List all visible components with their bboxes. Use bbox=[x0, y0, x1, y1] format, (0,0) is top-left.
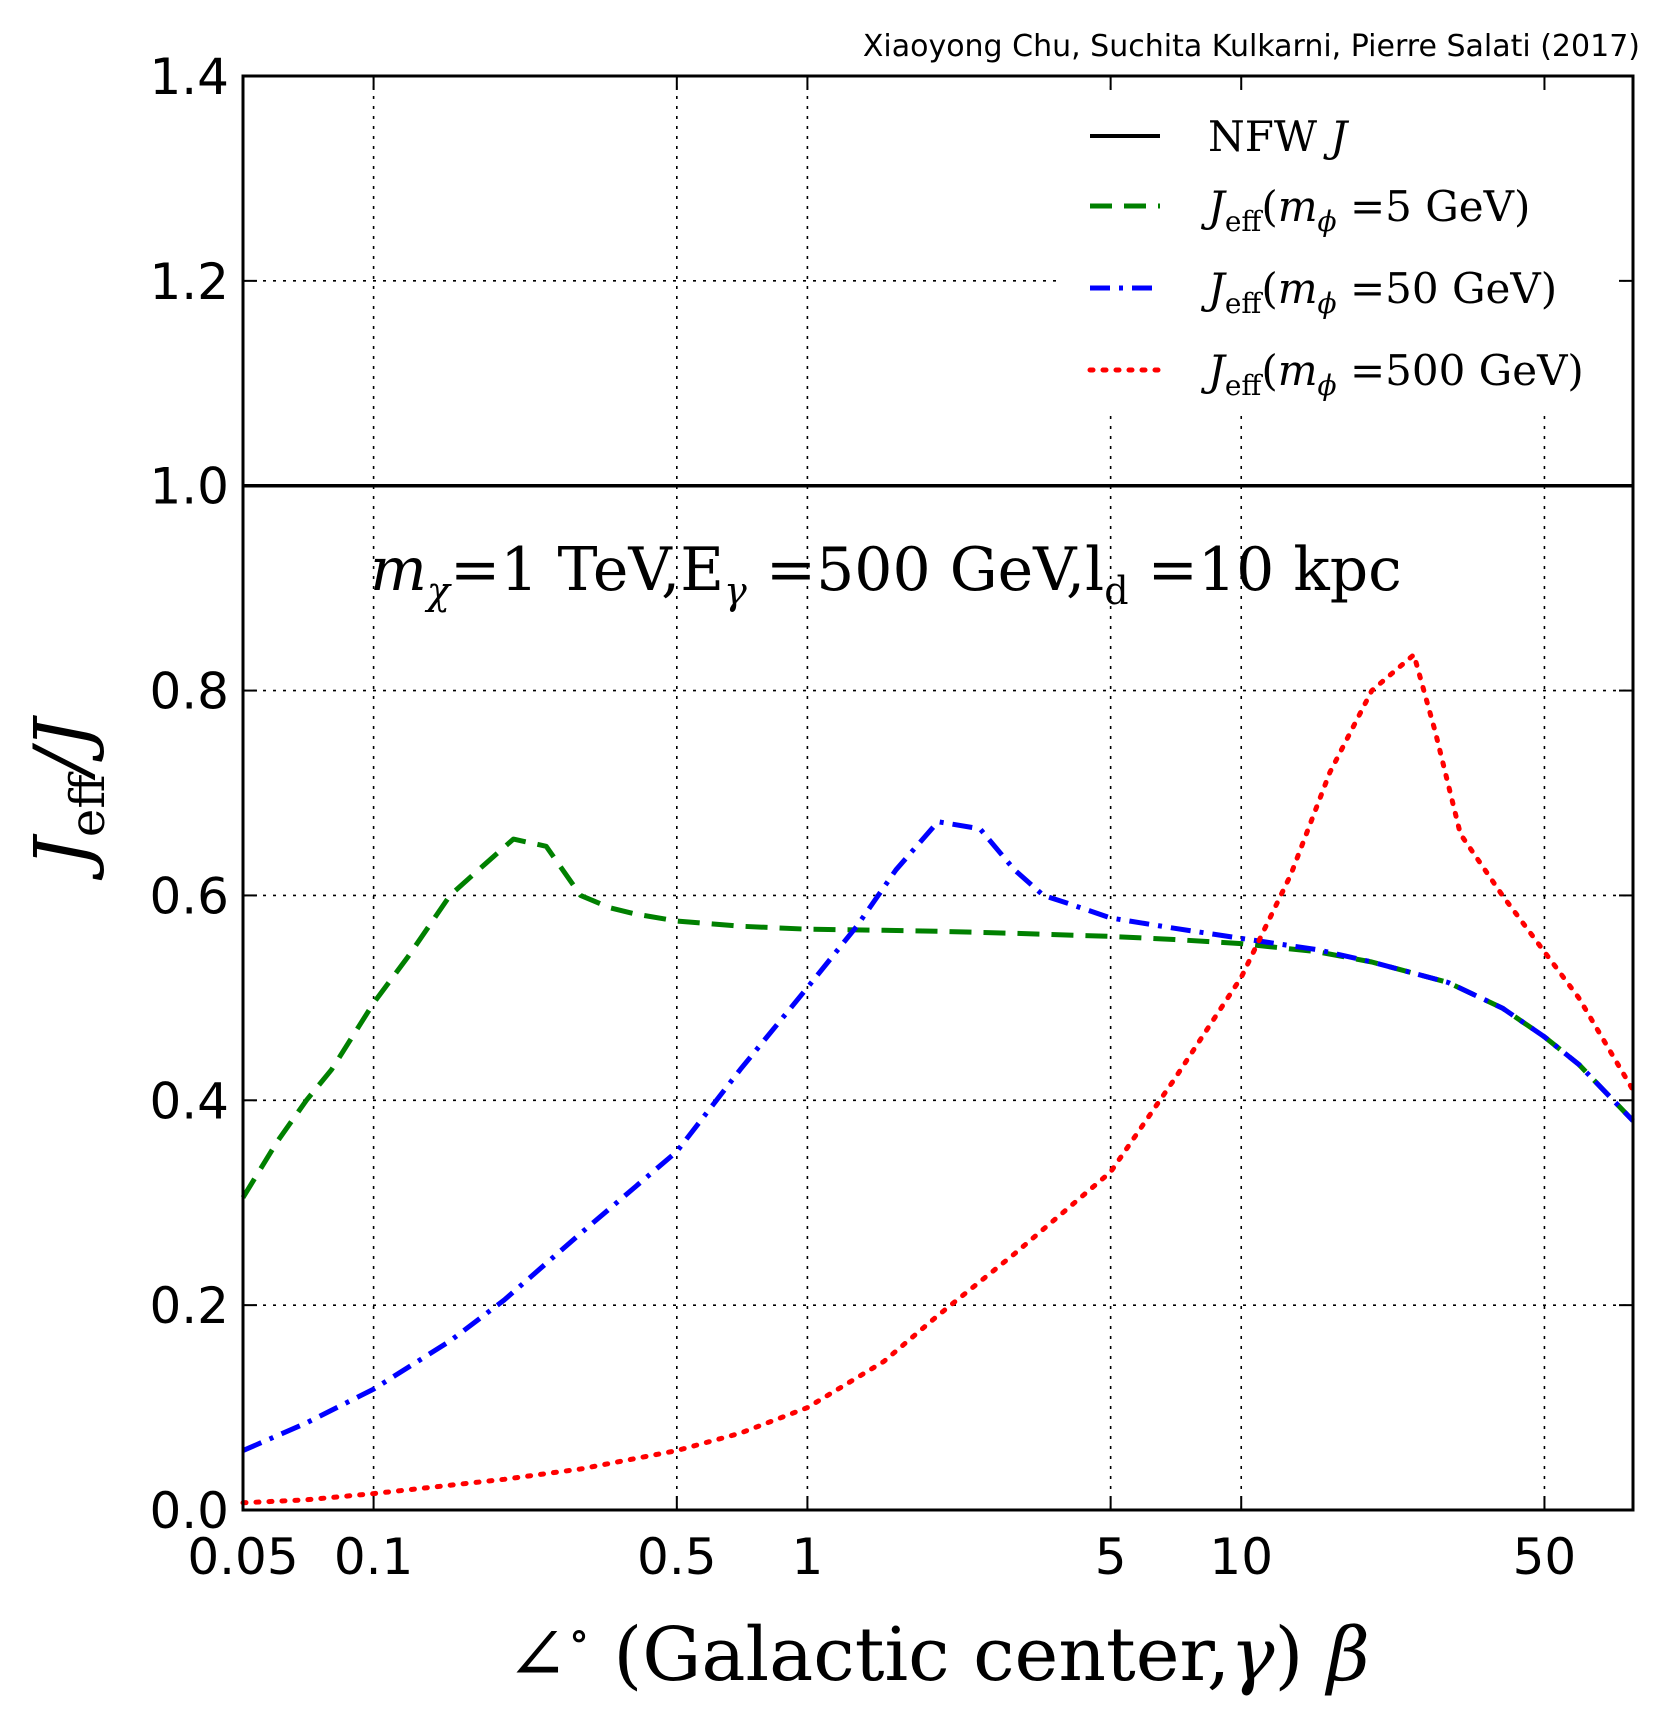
y-tick-label: 1.4 bbox=[149, 48, 229, 106]
series-500gev-line bbox=[240, 652, 1636, 1506]
x-axis-label: ∠∘ (Galactic center,γ) β bbox=[506, 1610, 1369, 1698]
y-tick-label: 1.0 bbox=[149, 458, 229, 516]
axis-ticks: 0.05 0.1 0.5 1 5 10 50 0.0 0.2 0.4 0.6 0.8 1.0 1.2 1.4 bbox=[149, 48, 1633, 1586]
chart-annotation: mχ=1 TeV,Eγ =500 GeV,ld =10 kpc bbox=[370, 535, 1402, 613]
x-tick-label: 0.5 bbox=[637, 1528, 717, 1586]
y-tick-label: 0.2 bbox=[149, 1277, 229, 1335]
annotation-d: d bbox=[1104, 569, 1128, 613]
x-tick-label: 10 bbox=[1209, 1528, 1273, 1586]
x-tick-label: 50 bbox=[1513, 1528, 1577, 1586]
legend: NFW J Jeff(mϕ =5 GeV) Jeff(mϕ =50 GeV) J… bbox=[1087, 112, 1584, 402]
series-5gev-line bbox=[240, 836, 1635, 1199]
series-50gev-line bbox=[241, 819, 1635, 1453]
grid bbox=[243, 76, 1633, 1510]
plot-series bbox=[240, 483, 1636, 1506]
x-tick-label: 0.1 bbox=[334, 1528, 414, 1586]
y-tick-label: 0.4 bbox=[149, 1072, 229, 1130]
annotation-part-1: =1 TeV,E bbox=[450, 535, 724, 605]
x-tick-label: 1 bbox=[792, 1528, 824, 1586]
annotation-part-3: =10 kpc bbox=[1129, 535, 1402, 605]
annotation-part-2: =500 GeV,l bbox=[747, 535, 1104, 605]
chart-credit: Xiaoyong Chu, Suchita Kulkarni, Pierre S… bbox=[863, 29, 1640, 64]
legend-label-nfw: NFW J bbox=[1208, 112, 1349, 161]
x-tick-label: 0.05 bbox=[187, 1528, 298, 1586]
legend-label-50gev: Jeff(mϕ =50 GeV) bbox=[1200, 264, 1557, 320]
annotation-chi: χ bbox=[424, 569, 452, 613]
y-tick-label: 0.6 bbox=[149, 867, 229, 925]
y-tick-label: 0.0 bbox=[149, 1482, 229, 1540]
plot-frame bbox=[241, 74, 1635, 1512]
y-axis-label: Jeff/J bbox=[17, 715, 116, 881]
legend-label-5gev: Jeff(mϕ =5 GeV) bbox=[1200, 182, 1530, 238]
x-tick-label: 5 bbox=[1095, 1528, 1127, 1586]
annotation-m: m bbox=[370, 535, 427, 605]
y-tick-label: 1.2 bbox=[149, 253, 229, 311]
y-tick-label: 0.8 bbox=[149, 663, 229, 721]
legend-background bbox=[1062, 96, 1622, 412]
annotation-gamma: γ bbox=[724, 569, 747, 613]
